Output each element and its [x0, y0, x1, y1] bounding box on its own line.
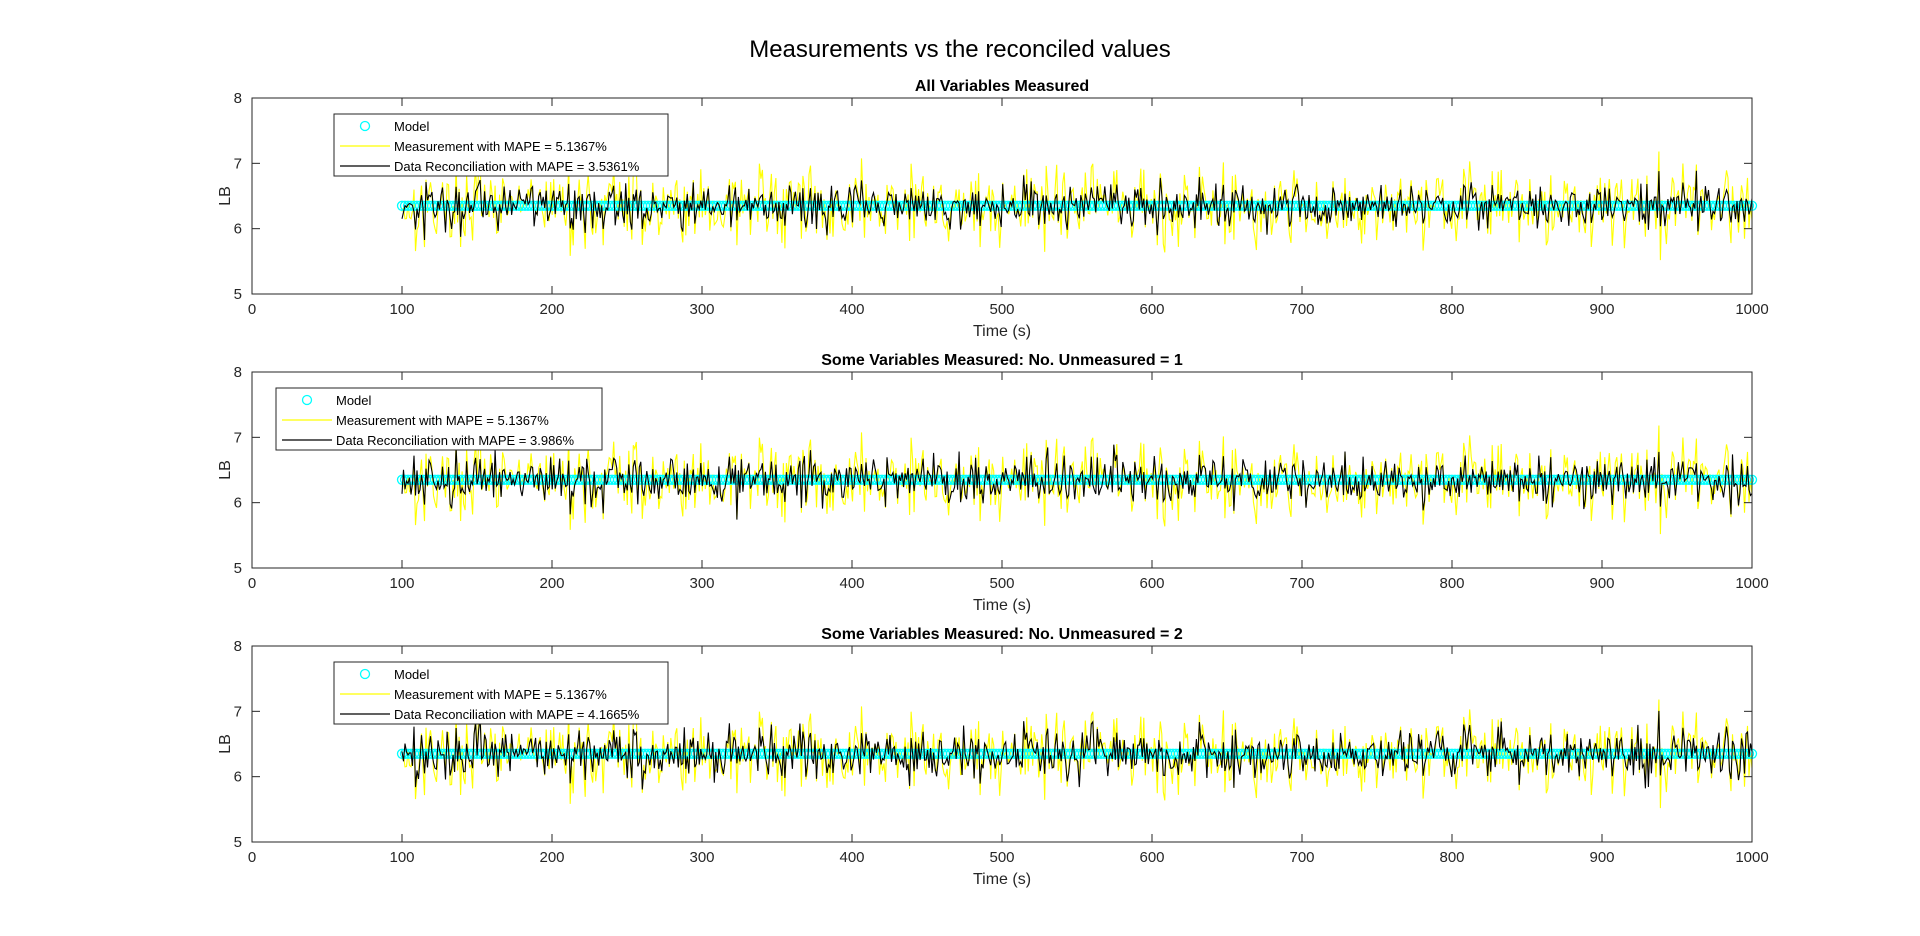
x-tick-label: 200: [539, 849, 564, 866]
subplot-2: 0 100 200 300 400 500 600 700 800 900 1000 5 6 7 8 Some…: [217, 352, 1769, 614]
x-tick-label: 700: [1289, 301, 1314, 318]
legend: Model Measurement with MAPE = 5.1367% Data…: [333, 661, 669, 725]
legend-model-marker: [301, 394, 313, 406]
y-axis-label: LB: [217, 734, 234, 754]
model-marker: [1740, 748, 1752, 759]
x-tick-label: 500: [989, 849, 1014, 866]
x-tick-label: 700: [1289, 575, 1314, 592]
x-tick-label: 0: [248, 575, 256, 592]
subplot-1: 0 100 200 300 400 500 600 700 800 900 1000 5 6 7 8 All …: [217, 78, 1769, 340]
legend-entry: Data Reconciliation with MAPE = 3.986%: [336, 433, 575, 448]
x-tick-label: 600: [1139, 849, 1164, 866]
y-tick-label: 6: [234, 495, 242, 512]
subplot-title: All Variables Measured: [915, 78, 1089, 95]
legend-entry: Data Reconciliation with MAPE = 3.5361%: [394, 159, 640, 174]
y-tick-label: 7: [234, 155, 242, 172]
legend: Model Measurement with MAPE = 5.1367% Data…: [275, 387, 603, 451]
series-reconciliation-line: [401, 170, 1753, 241]
y-tick-label: 6: [234, 221, 242, 238]
series-measurement-line: [401, 425, 1753, 535]
y-tick-label: 5: [234, 560, 242, 577]
legend-entry: Model: [394, 119, 430, 134]
subplot-title: Some Variables Measured: No. Unmeasured …: [821, 352, 1183, 369]
x-tick-label: 900: [1589, 849, 1614, 866]
x-tick-label: 200: [539, 301, 564, 318]
x-axis-label: Time (s): [973, 597, 1031, 614]
series-reconciliation-line: [401, 710, 1753, 790]
x-tick-label: 200: [539, 575, 564, 592]
x-tick-label: 400: [839, 575, 864, 592]
legend-entry: Data Reconciliation with MAPE = 4.1665%: [394, 707, 640, 722]
y-tick-label: 8: [234, 90, 242, 107]
y-tick-label: 8: [234, 364, 242, 381]
x-tick-label: 1000: [1735, 301, 1768, 318]
x-tick-label: 300: [689, 301, 714, 318]
subplots: 0 100 200 300 400 500 600 700 800 900 10005678All …: [217, 78, 1769, 888]
x-tick-label: 500: [989, 301, 1014, 318]
x-tick-label: 900: [1589, 575, 1614, 592]
x-tick-label: 100: [389, 849, 414, 866]
figure-title: Measurements vs the reconciled values: [749, 36, 1171, 63]
legend-entry: Model: [394, 667, 430, 682]
series-reconciliation-line: [401, 444, 1753, 520]
legend: Model Measurement with MAPE = 5.1367% Data…: [333, 113, 669, 177]
x-tick-label: 800: [1439, 301, 1464, 318]
legend-entry: Measurement with MAPE = 5.1367%: [336, 413, 549, 428]
y-tick-label: 5: [234, 286, 242, 303]
x-tick-label: 300: [689, 575, 714, 592]
y-tick-label: 7: [234, 703, 242, 720]
x-tick-label: 800: [1439, 849, 1464, 866]
x-tick-label: 0: [248, 849, 256, 866]
series-measurement-line: [401, 151, 1753, 261]
x-tick-label: 0: [248, 301, 256, 318]
x-tick-label: 700: [1289, 849, 1314, 866]
y-tick-label: 8: [234, 638, 242, 655]
legend-box: [275, 387, 603, 451]
x-tick-label: 500: [989, 575, 1014, 592]
y-tick-label: 7: [234, 429, 242, 446]
legend-entry: Model: [336, 393, 372, 408]
x-tick-label: 600: [1139, 575, 1164, 592]
y-axis-label: LB: [217, 460, 234, 480]
x-tick-label: 800: [1439, 575, 1464, 592]
x-axis-label: Time (s): [973, 871, 1031, 888]
x-tick-label: 100: [389, 575, 414, 592]
x-tick-label: 100: [389, 301, 414, 318]
y-tick-label: 6: [234, 769, 242, 786]
x-tick-label: 1000: [1735, 575, 1768, 592]
y-axis-label: LB: [217, 186, 234, 206]
subplot-title: Some Variables Measured: No. Unmeasured …: [821, 626, 1183, 643]
legend-entry: Measurement with MAPE = 5.1367%: [394, 687, 607, 702]
x-tick-label: 900: [1589, 301, 1614, 318]
x-tick-label: 300: [689, 849, 714, 866]
x-tick-label: 400: [839, 849, 864, 866]
legend-model-marker: [359, 120, 371, 132]
y-tick-label: 5: [234, 834, 242, 851]
x-tick-label: 600: [1139, 301, 1164, 318]
x-tick-label: 400: [839, 301, 864, 318]
x-tick-label: 1000: [1735, 849, 1768, 866]
legend-model-marker: [359, 668, 371, 680]
subplot-3: 0 100 200 300 400 500 600 700 800 900 1000 5 6 7 8 Some…: [217, 626, 1769, 888]
x-axis-label: Time (s): [973, 323, 1031, 340]
legend-entry: Measurement with MAPE = 5.1367%: [394, 139, 607, 154]
